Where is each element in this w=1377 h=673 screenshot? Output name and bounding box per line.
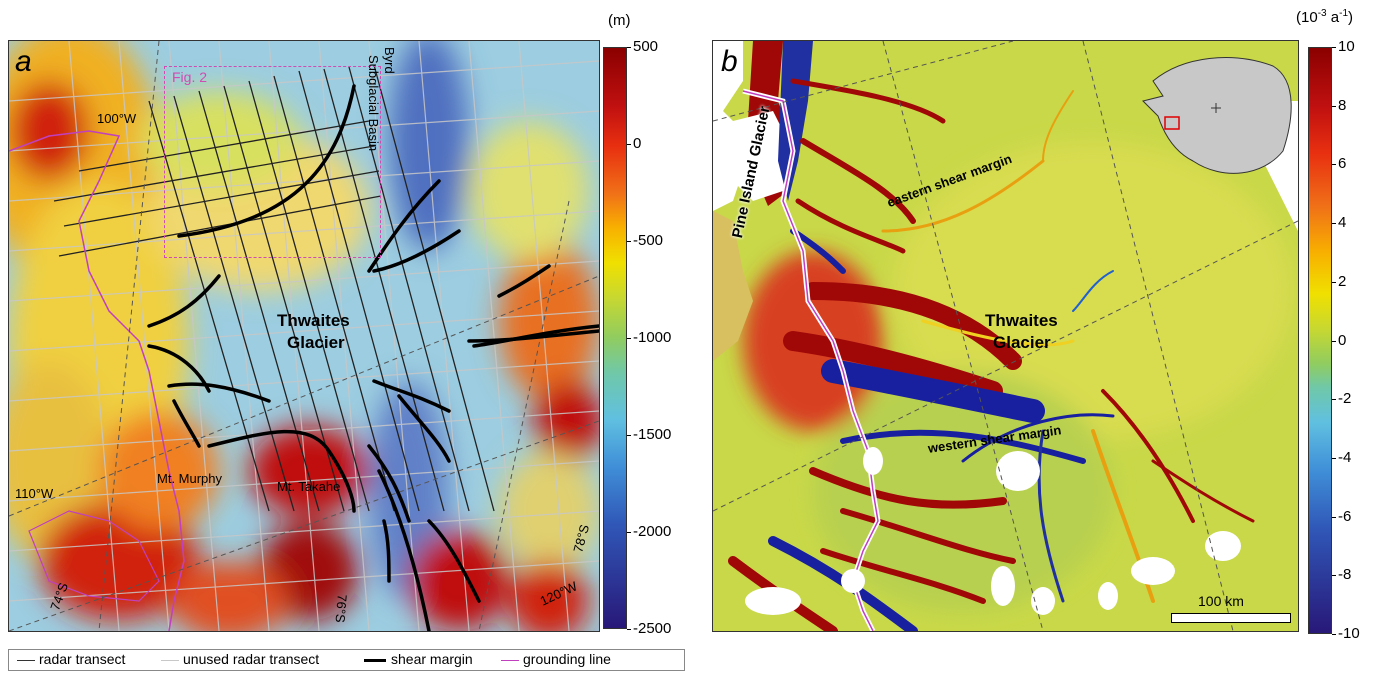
colorbar-b-tick-label: -4 [1338, 448, 1352, 466]
colorbar-a-tick-label: -500 [633, 232, 664, 249]
fig2-label: Fig. 2 [172, 69, 208, 85]
label-thwaites: Thwaites [277, 311, 350, 330]
colorbar-a-tick-mark [627, 435, 631, 436]
scale-bar [1171, 613, 1291, 623]
colorbar-a-tick-mark [627, 338, 631, 339]
colorbar-a-tick-mark [627, 144, 631, 145]
colorbar-b-tick-mark [1332, 575, 1336, 577]
colorbar-b-tick-mark [1332, 47, 1336, 48]
colorbar-b-tick-label: -6 [1338, 507, 1352, 525]
label-byrd: Byrd [382, 47, 397, 74]
colorbar-a [603, 47, 627, 629]
legend-unused-radar-transect: unused radar transect [183, 651, 320, 667]
colorbar-a-tick-label: 0 [633, 135, 642, 152]
label-glacier: Glacier [993, 333, 1051, 352]
scale-bar-label: 100 km [1198, 593, 1244, 609]
colorbar-b-tick-label: 8 [1338, 96, 1347, 114]
legend-grounding-line-swatch [501, 660, 519, 661]
panel-a-label: a [15, 45, 32, 78]
colorbar-a-tick-label: -2500 [633, 620, 672, 637]
colorbar-a-tick-mark [627, 241, 631, 242]
colorbar-b-tick-label: -10 [1338, 625, 1360, 642]
colorbar-a-tick-label: -1500 [633, 426, 672, 443]
colorbar-b-tick-mark [1332, 399, 1336, 401]
label-lon-110: 110°W [15, 486, 54, 501]
strain-rate-svg [713, 41, 1298, 631]
colorbar-b-tick-mark [1332, 164, 1336, 166]
colorbar-a-unit: (m) [608, 12, 631, 29]
label-lon-100: 100°W [97, 111, 137, 126]
legend: radar transect unused radar transect she… [8, 649, 685, 671]
legend-unused-line [161, 660, 179, 661]
fig2-box [164, 66, 381, 258]
colorbar-b-tick-mark [1332, 223, 1336, 225]
colorbar-b-tick-label: -8 [1338, 566, 1352, 584]
colorbar-b-tick-mark [1332, 281, 1336, 283]
antarctica-inset [1142, 57, 1292, 174]
legend-grounding-line: grounding line [523, 651, 611, 667]
colorbar-a-tick-label: 500 [633, 38, 659, 55]
colorbar-b-tick-mark [1332, 457, 1336, 459]
legend-shear-margin: shear margin [391, 651, 473, 667]
colorbar-b-tick-label: 2 [1338, 272, 1347, 290]
colorbar-b-unit: (10-3 a-1) [1296, 8, 1354, 26]
colorbar-a-tick-mark [627, 629, 631, 630]
colorbar-b-tick-label: -2 [1338, 390, 1352, 408]
bed-elevation-svg [9, 41, 599, 631]
bed-elevation-map: Fig. 2 a Byrd Subglacial Basin Thwaites … [8, 40, 600, 632]
label-glacier: Glacier [287, 333, 345, 352]
label-mt-murphy: Mt. Murphy [157, 471, 223, 486]
colorbar-b-tick-label: 4 [1338, 214, 1347, 232]
colorbar-b-tick-mark [1332, 340, 1336, 342]
colorbar-b-tick-label: 6 [1338, 155, 1347, 173]
colorbar-b-tick-label: 10 [1338, 38, 1355, 55]
colorbar-b-tick-mark [1332, 105, 1336, 107]
label-lat-76: 76°S [332, 593, 350, 624]
colorbar-b-tick-label: 0 [1338, 331, 1347, 349]
colorbar-b [1308, 47, 1332, 634]
legend-radar-transect: radar transect [39, 651, 126, 667]
colorbar-a-tick-label: -2000 [633, 523, 672, 540]
legend-shear-line [364, 659, 386, 662]
colorbar-b-tick-mark [1332, 634, 1336, 635]
colorbar-a-tick-mark [627, 532, 631, 533]
colorbar-a-tick-mark [627, 47, 631, 48]
colorbar-b-tick-mark [1332, 516, 1336, 518]
panel-b-label: b [721, 45, 738, 78]
label-subglacial-basin: Subglacial Basin [366, 55, 381, 152]
legend-radar-line [17, 660, 35, 661]
strain-rate-map: b Pine Island Glacier eastern shear marg… [712, 40, 1299, 632]
label-thwaites: Thwaites [985, 311, 1058, 330]
label-mt-takahe: Mt. Takahe [277, 479, 341, 494]
colorbar-a-tick-label: -1000 [633, 329, 672, 346]
